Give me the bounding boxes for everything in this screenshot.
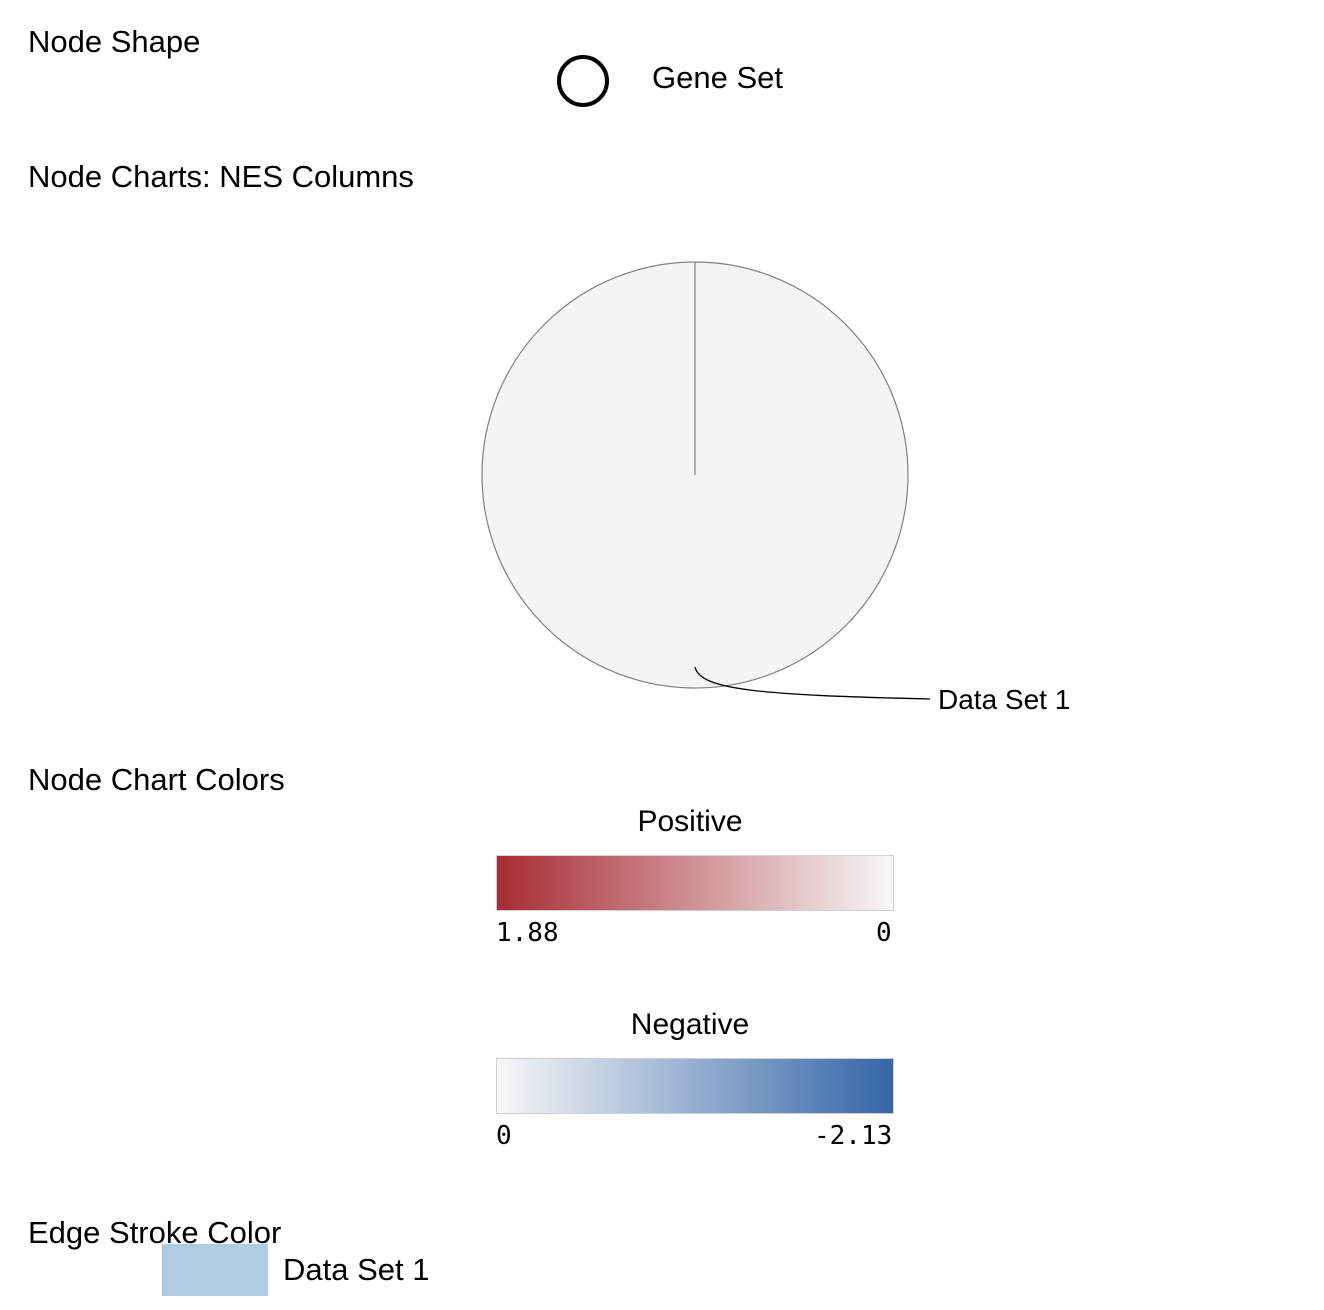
positive-min-label: 1.88: [496, 918, 559, 948]
positive-legend-title: Positive: [637, 805, 743, 838]
node-shape-title: Node Shape: [28, 24, 201, 59]
positive-max-label: 0: [876, 918, 892, 948]
positive-gradient-bar: [496, 855, 894, 911]
circle-icon: [557, 55, 609, 107]
edge-stroke-color-title: Edge Stroke Color: [28, 1215, 282, 1250]
node-charts-title: Node Charts: NES Columns: [28, 159, 414, 194]
negative-legend-title: Negative: [630, 1008, 750, 1041]
edge-color-swatch: [162, 1244, 268, 1296]
negative-gradient-bar: [496, 1058, 894, 1114]
pie-slice-label: Data Set 1: [938, 684, 1071, 715]
negative-min-label: 0: [496, 1121, 512, 1151]
node-shape-label: Gene Set: [652, 60, 783, 95]
pie-slice: [481, 261, 909, 689]
edge-color-label: Data Set 1: [283, 1252, 430, 1287]
pie-label-leader: [694, 666, 931, 700]
node-chart-colors-title: Node Chart Colors: [28, 762, 285, 797]
negative-max-label: -2.13: [814, 1121, 893, 1151]
